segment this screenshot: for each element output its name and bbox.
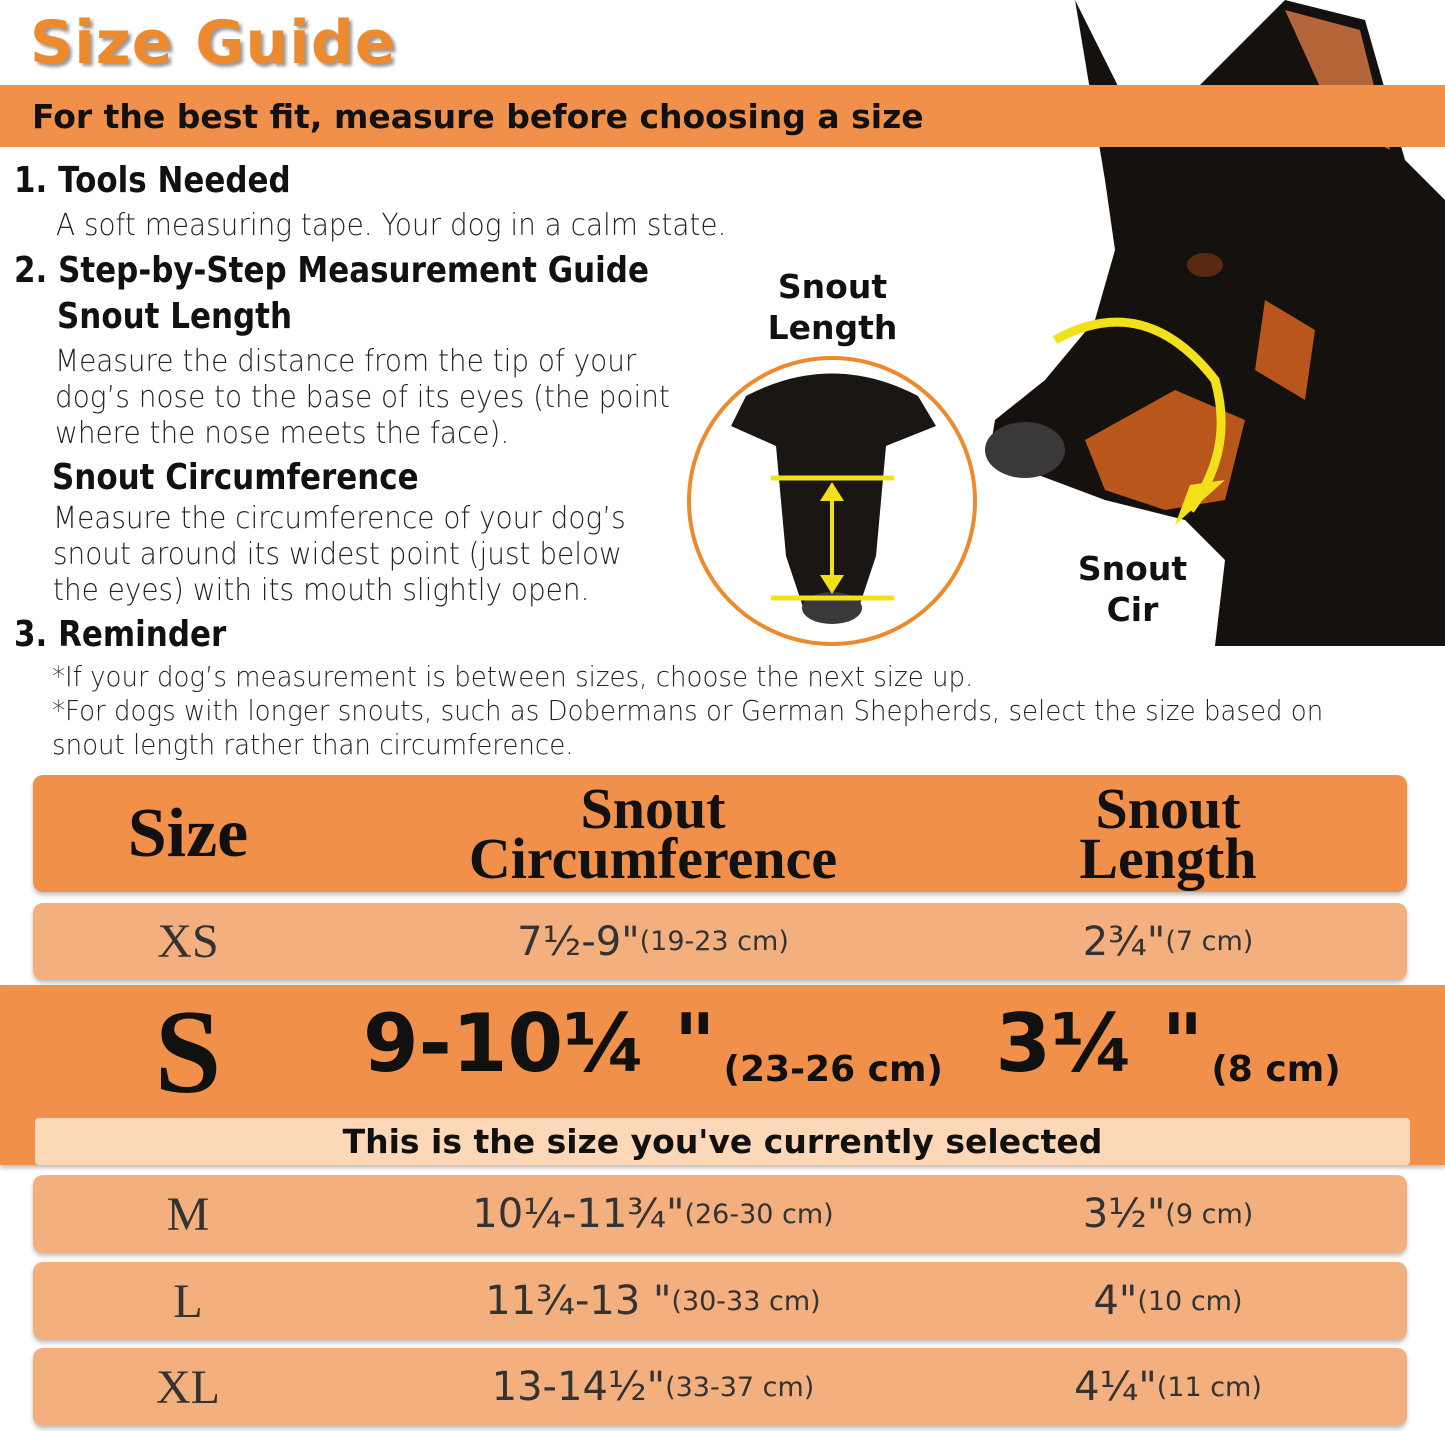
circ-cm: (33-37 cm) <box>665 1371 815 1403</box>
length-cell: 4" (10 cm) <box>963 1262 1373 1340</box>
label-line: Length <box>767 308 898 347</box>
length-inches: 3½" <box>1082 1191 1166 1237</box>
size-cell: XS <box>157 915 219 968</box>
length-inches: 3¼ " <box>995 997 1204 1090</box>
table-row-s-selected[interactable]: S 9-10¼ " (23-26 cm) 3¼ " (8 cm) This is t… <box>0 985 1445 1165</box>
label-line: Snout <box>1077 549 1188 588</box>
label-line: Snout <box>777 267 888 306</box>
length-cm: (7 cm) <box>1165 926 1254 957</box>
circ-cm: (23-26 cm) <box>723 1049 943 1090</box>
table-row-m[interactable]: M 10¼-11¾" (26-30 cm) 3½" (9 cm) <box>33 1175 1407 1253</box>
length-cm: (8 cm) <box>1211 1049 1341 1090</box>
length-cm: (11 cm) <box>1156 1371 1262 1403</box>
size-cell: M <box>166 1187 210 1241</box>
snout-length-heading: Snout Length <box>57 296 293 337</box>
header-line: Length <box>1079 825 1257 891</box>
length-inches: 4¼" <box>1074 1364 1157 1410</box>
circ-inches: 7½-9" <box>517 918 640 965</box>
text-line: *For dogs with longer snouts, such as Do… <box>52 694 1324 727</box>
label-line: Cir <box>1106 590 1159 629</box>
text-line: snout length rather than circumference. <box>52 728 574 761</box>
table-row-xl[interactable]: XL 13-14½" (33-37 cm) 4¼" (11 cm) <box>33 1348 1407 1426</box>
size-cell: S <box>154 984 222 1118</box>
header-length: Snout Length <box>963 775 1373 892</box>
text-line: where the nose meets the face). <box>55 416 510 451</box>
circ-cell: 7½-9" (19-23 cm) <box>343 903 963 980</box>
circ-cell: 11¾-13 " (30-33 cm) <box>343 1262 963 1340</box>
header-line: Snout <box>1095 775 1241 841</box>
snout-circ-text: Measure the circumference of your dog’s s… <box>53 501 626 609</box>
selected-caption: This is the size you've currently select… <box>35 1118 1410 1165</box>
circ-inches: 9-10¼ " <box>363 997 716 1090</box>
length-cell: 4¼" (11 cm) <box>963 1348 1373 1426</box>
snout-length-text: Measure the distance from the tip of you… <box>55 344 670 452</box>
header-line: Circumference <box>468 825 838 891</box>
length-cell: 2¾" (7 cm) <box>963 903 1373 980</box>
circ-cm: (30-33 cm) <box>671 1285 821 1317</box>
header-size: Size <box>127 794 249 872</box>
length-inches: 2¾" <box>1082 918 1166 965</box>
length-inches: 4" <box>1093 1278 1138 1324</box>
text-line: dog’s nose to the base of its eyes (the … <box>55 380 670 415</box>
length-cell: 3¼ " (8 cm) <box>963 985 1373 1118</box>
header-line: Snout <box>580 775 726 841</box>
table-header: Size Snout Circumference Snout Length <box>33 775 1407 892</box>
snout-length-label: Snout Length <box>760 266 905 348</box>
text-line: snout around its widest point (just belo… <box>53 537 622 572</box>
length-cm: (9 cm) <box>1165 1198 1254 1230</box>
dog-profile-image <box>985 0 1445 646</box>
circ-cm: (19-23 cm) <box>639 926 789 957</box>
size-cell: L <box>173 1274 203 1328</box>
text-line: *If your dog’s measurement is between si… <box>52 660 974 693</box>
circ-inches: 10¼-11¾" <box>472 1191 685 1237</box>
reminder-text: *If your dog’s measurement is between si… <box>52 660 1323 762</box>
tools-text: A soft measuring tape. Your dog in a cal… <box>56 208 727 243</box>
table-row-l[interactable]: L 11¾-13 " (30-33 cm) 4" (10 cm) <box>33 1262 1407 1340</box>
page-title: Size Guide <box>30 8 397 78</box>
size-cell: XL <box>156 1360 220 1414</box>
table-row-xs[interactable]: XS 7½-9" (19-23 cm) 2¾" (7 cm) <box>33 903 1407 980</box>
length-cm: (10 cm) <box>1137 1285 1243 1317</box>
text-line: Measure the circumference of your dog’s <box>53 501 626 536</box>
header-circumference: Snout Circumference <box>343 775 963 892</box>
text-line: Measure the distance from the tip of you… <box>55 344 637 379</box>
circ-cell: 9-10¼ " (23-26 cm) <box>343 985 963 1118</box>
length-cell: 3½" (9 cm) <box>963 1175 1373 1253</box>
tools-heading: 1. Tools Needed <box>14 160 291 201</box>
circ-cm: (26-30 cm) <box>684 1198 834 1230</box>
circ-inches: 11¾-13 " <box>485 1278 672 1324</box>
text-line: the eyes) with its mouth slightly open. <box>53 573 590 608</box>
circ-cell: 13-14½" (33-37 cm) <box>343 1348 963 1426</box>
snout-front-image <box>687 356 977 646</box>
steps-heading: 2. Step-by-Step Measurement Guide <box>14 250 649 291</box>
banner-text: For the best fit, measure before choosin… <box>32 97 924 136</box>
banner: For the best fit, measure before choosin… <box>0 85 1445 147</box>
circ-cell: 10¼-11¾" (26-30 cm) <box>343 1175 963 1253</box>
snout-circ-heading: Snout Circumference <box>52 457 419 498</box>
circ-inches: 13-14½" <box>491 1364 666 1410</box>
snout-cir-label: Snout Cir <box>1070 548 1195 630</box>
reminder-heading: 3. Reminder <box>14 614 227 655</box>
